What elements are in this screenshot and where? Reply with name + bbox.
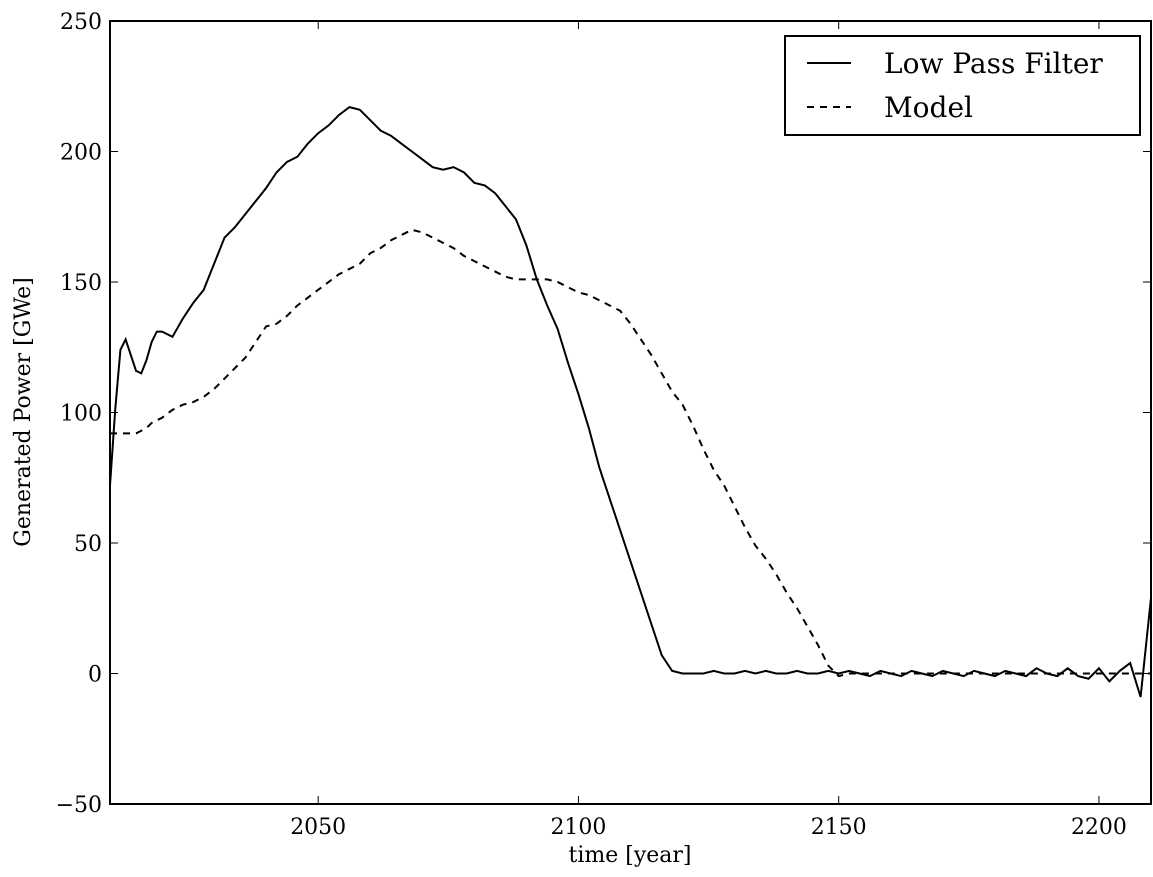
y-tick-label: −50 xyxy=(56,793,102,818)
x-tick-label: 2150 xyxy=(811,815,867,840)
y-tick-label: 50 xyxy=(74,532,102,557)
x-tick-label: 2050 xyxy=(290,815,346,840)
y-tick-label: 0 xyxy=(88,663,102,688)
y-axis-label: Generated Power [GWe] xyxy=(11,277,36,546)
plot-frame xyxy=(109,20,1152,805)
legend-frame xyxy=(784,35,1141,136)
y-tick-label: 250 xyxy=(60,10,102,35)
series-line xyxy=(110,106,1151,698)
x-axis-label: time [year] xyxy=(569,843,692,868)
x-tick-label: 2100 xyxy=(550,815,606,840)
x-tick-label: 2200 xyxy=(1071,815,1127,840)
series-line xyxy=(110,228,1151,678)
legend: Low Pass Filter Model xyxy=(784,35,1141,136)
plot-area xyxy=(110,106,1151,698)
y-tick-label: 200 xyxy=(60,141,102,166)
legend-label: Model xyxy=(884,91,973,124)
legend-label: Low Pass Filter xyxy=(884,47,1103,80)
y-tick-label: 100 xyxy=(60,402,102,427)
y-tick-label: 150 xyxy=(60,271,102,296)
